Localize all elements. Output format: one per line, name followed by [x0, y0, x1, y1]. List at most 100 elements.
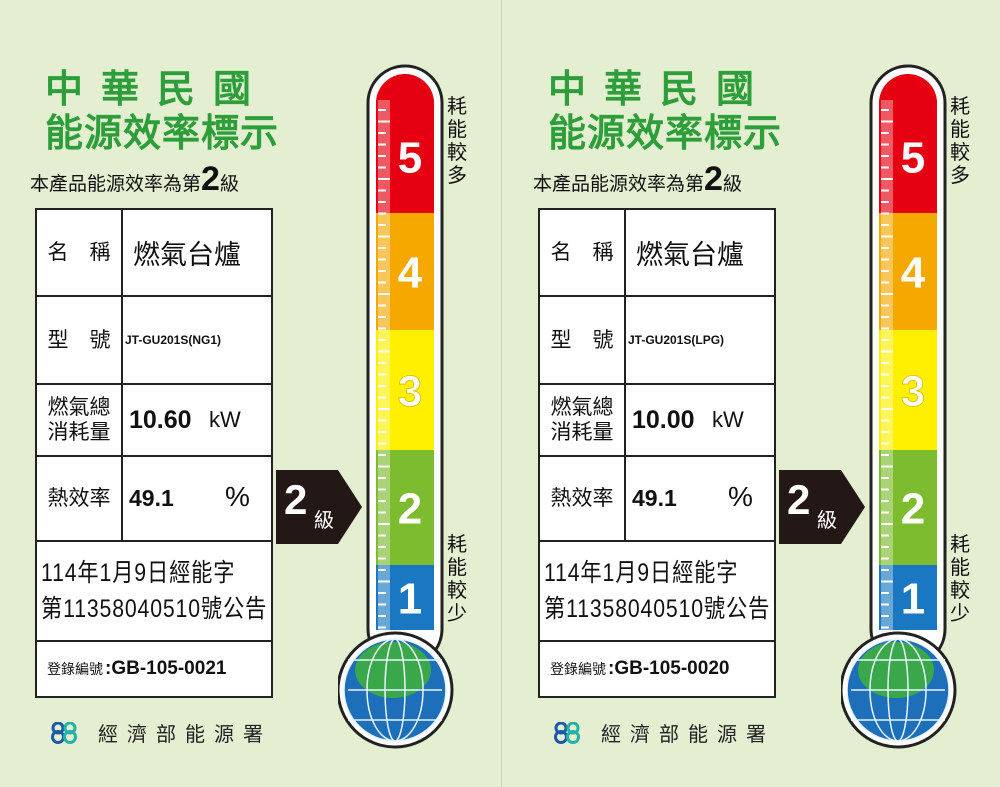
less-consumption-text: 耗能較少: [950, 532, 970, 625]
level-1-label: 1: [398, 575, 422, 624]
row-consumption: 燃氣總 消耗量 10.00 kW: [540, 385, 774, 457]
row-model: 型 號 JT-GU201S(NG1): [37, 297, 271, 385]
info-table: 名 稱 燃氣台爐 型 號 JT-GU201S(LPG) 燃氣總 消耗量 10.00…: [538, 208, 776, 698]
level-3-segment: [376, 330, 434, 450]
efficiency-label: 熱效率: [37, 457, 123, 540]
divider: [501, 0, 502, 787]
energy-label-right: 中華民國 能源效率標示 本產品能源效率為第2級 名 稱 燃氣台爐 型 號 JT-…: [503, 0, 1000, 787]
row-consumption: 燃氣總 消耗量 10.60 kW: [37, 385, 271, 457]
reg-label: 登錄編號: [550, 662, 606, 678]
level-2-label: 2: [398, 485, 422, 534]
tube-highlight: [881, 100, 893, 630]
row-registration: 登錄編號:GB-105-0021: [37, 642, 271, 696]
consumption-label: 燃氣總 消耗量: [37, 385, 123, 455]
arrow-shape: [276, 470, 362, 544]
row-model: 型 號 JT-GU201S(LPG): [540, 297, 774, 385]
info-table: 名 稱 燃氣台爐 型 號 JT-GU201S(NG1) 燃氣總 消耗量 10.60…: [35, 208, 273, 698]
grade-arrow: 2 級: [276, 470, 362, 544]
title-country: 中華民國: [45, 67, 270, 111]
consumption-label-1: 燃氣總: [550, 395, 614, 419]
row-name: 名 稱 燃氣台爐: [540, 210, 774, 297]
grade-prefix: 本產品能源效率為第: [30, 173, 202, 195]
grade-number: 2: [201, 160, 220, 198]
tube-highlight: [378, 100, 390, 630]
notice-line-1: 114年1月9日經能字: [544, 559, 739, 587]
name-label: 名 稱: [37, 210, 123, 295]
agency-logo-icon: [554, 721, 580, 744]
efficiency-value: 49.1: [632, 485, 677, 511]
model-label: 型 號: [540, 297, 626, 383]
consumption-label-1: 燃氣總: [47, 395, 111, 419]
row-notice: 114年1月9日經能字 第11358040510號公告: [37, 542, 271, 642]
level-4-label: 4: [901, 249, 926, 298]
arrow-grade: 2: [787, 476, 811, 523]
title-country: 中華民國: [548, 67, 773, 111]
efficiency-label: 熱效率: [540, 457, 626, 540]
title-label: 能源效率標示: [45, 111, 280, 155]
grade-arrow: 2 級: [779, 470, 865, 544]
level-1-label: 1: [901, 575, 925, 624]
level-1-segment: [376, 565, 434, 630]
consumption-unit: kW: [209, 407, 241, 432]
notice-line-2: 第11358040510號公告: [41, 595, 268, 623]
thermometer-graphic: 5 4 3 2 1: [336, 64, 454, 749]
consumption-unit: kW: [712, 407, 744, 432]
level-2-label: 2: [901, 485, 925, 534]
level-3-label: 3: [901, 367, 925, 416]
grade-suffix: 級: [219, 173, 239, 195]
arrow-suffix: 級: [314, 508, 334, 532]
row-name: 名 稱 燃氣台爐: [37, 210, 271, 297]
agency-name: 經濟部能源署: [601, 722, 775, 746]
grade-suffix: 級: [722, 173, 742, 195]
level-3-label: 3: [398, 367, 422, 416]
grade-prefix: 本產品能源效率為第: [533, 173, 705, 195]
thermometer-graphic: 5 4 3 2 1: [839, 64, 957, 749]
row-notice: 114年1月9日經能字 第11358040510號公告: [540, 542, 774, 642]
level-2-segment: [879, 450, 937, 565]
arrow-suffix: 級: [817, 508, 837, 532]
model-value: JT-GU201S(NG1): [125, 333, 222, 347]
consumption-label-2: 消耗量: [550, 420, 614, 444]
consumption-value: 10.60: [129, 405, 192, 434]
reg-label: 登錄編號: [47, 662, 103, 678]
less-consumption-text: 耗能較少: [447, 532, 467, 625]
agency-name: 經濟部能源署: [98, 722, 272, 746]
model-value: JT-GU201S(LPG): [628, 333, 725, 347]
agency-logo-icon: [51, 721, 77, 744]
level-4-label: 4: [398, 249, 423, 298]
name-value: 燃氣台爐: [636, 240, 744, 271]
name-value: 燃氣台爐: [133, 240, 241, 271]
energy-label-left: 中華民國 能源效率標示 本產品能源效率為第2級 名 稱 燃氣台爐 型 號 JT-…: [30, 60, 468, 764]
notice-line-2: 第11358040510號公告: [544, 595, 771, 623]
row-registration: 登錄編號:GB-105-0020: [540, 642, 774, 696]
title-label: 能源效率標示: [548, 111, 783, 155]
grade-number: 2: [704, 160, 723, 198]
footer: 經濟部能源署: [50, 718, 272, 747]
level-5-label: 5: [398, 134, 422, 183]
arrow-shape: [779, 470, 865, 544]
more-consumption-text: 耗能較多: [950, 94, 970, 187]
grade-statement: 本產品能源效率為第2級: [30, 160, 239, 199]
level-2-segment: [376, 450, 434, 565]
more-consumption-text: 耗能較多: [447, 94, 467, 187]
model-label: 型 號: [37, 297, 123, 383]
level-3-segment: [879, 330, 937, 450]
name-label: 名 稱: [540, 210, 626, 295]
row-efficiency: 熱效率 49.1 %: [37, 457, 271, 542]
arrow-grade: 2: [284, 476, 308, 523]
efficiency-unit: %: [225, 481, 250, 512]
reg-value: :GB-105-0020: [608, 658, 730, 679]
efficiency-unit: %: [728, 481, 753, 512]
notice-line-1: 114年1月9日經能字: [41, 559, 236, 587]
grade-statement: 本產品能源效率為第2級: [533, 160, 742, 199]
thermometer: 5 4 3 2 1: [839, 60, 971, 764]
consumption-value: 10.00: [632, 405, 695, 434]
consumption-label-2: 消耗量: [47, 420, 111, 444]
consumption-label: 燃氣總 消耗量: [540, 385, 626, 455]
row-efficiency: 熱效率 49.1 %: [540, 457, 774, 542]
thermometer: 5 4 3 2 1: [336, 60, 468, 764]
level-5-label: 5: [901, 134, 925, 183]
footer: 經濟部能源署: [553, 718, 775, 747]
reg-value: :GB-105-0021: [105, 658, 227, 679]
level-1-segment: [879, 565, 937, 630]
